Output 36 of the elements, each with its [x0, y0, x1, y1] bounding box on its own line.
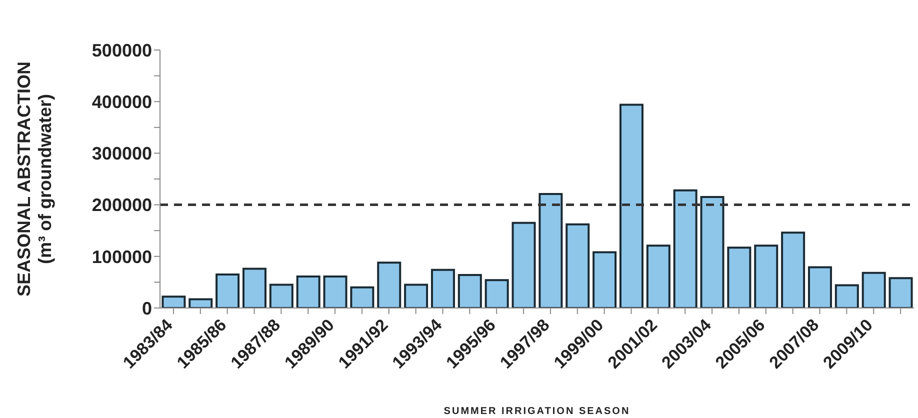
bar: [296, 276, 320, 308]
bar: [646, 244, 670, 308]
y-tick-label: 200000: [92, 195, 152, 216]
bar: [216, 273, 240, 308]
bar: [538, 192, 563, 308]
bar: [862, 272, 886, 308]
y-axis-title: SEASONAL ABSTRACTION (m³ of groundwater): [14, 61, 55, 297]
bar: [727, 246, 752, 308]
y-tick-label: 100000: [92, 246, 152, 267]
bar: [512, 222, 536, 308]
bar: [377, 262, 402, 308]
bar: [808, 266, 832, 308]
x-axis-title: SUMMER IRRIGATION SEASON: [444, 406, 630, 417]
y-tick-label: 500000: [92, 40, 152, 60]
bar: [566, 223, 590, 308]
bar: [404, 284, 428, 308]
bar: [430, 268, 455, 308]
bar: [458, 274, 482, 308]
bar: [754, 244, 778, 308]
bar: [834, 284, 859, 308]
bar: [323, 276, 348, 308]
bar: [592, 251, 617, 308]
bar: [162, 296, 186, 308]
bar: [269, 284, 294, 308]
bar: [673, 189, 698, 308]
y-tick-label: 0: [142, 298, 152, 318]
bar: [242, 268, 266, 308]
y-tick-label: 400000: [92, 92, 152, 112]
y-tick-label: 300000: [92, 144, 152, 164]
bar: [619, 104, 644, 308]
bar: [700, 196, 724, 308]
bar: [888, 277, 913, 308]
bar: [350, 286, 374, 308]
bar: [188, 298, 213, 308]
bar: [484, 279, 509, 308]
bar: [781, 232, 806, 308]
